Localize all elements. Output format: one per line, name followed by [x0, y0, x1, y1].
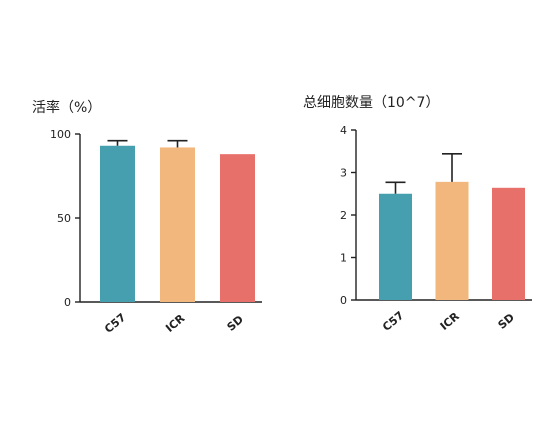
bar-c57: [100, 145, 135, 302]
y-tick-label: 0: [340, 294, 347, 307]
category-label: ICR: [438, 309, 463, 333]
category-label: C57: [380, 309, 406, 334]
category-label: SD: [496, 311, 517, 332]
bar-icr: [435, 181, 469, 300]
category-label: SD: [225, 313, 246, 334]
bar-c57: [379, 193, 412, 300]
category-label: C57: [102, 311, 128, 336]
y-tick-label: 1: [340, 252, 347, 265]
y-tick-label: 100: [50, 128, 71, 141]
chart-total-cell-count: 总细胞数量（10^7） 0 1 2 3 4 C57 ICR SD: [303, 95, 532, 334]
y-tick-label: 0: [64, 296, 71, 309]
y-tick-label: 3: [340, 167, 347, 180]
chart-title: 活率（%）: [32, 99, 101, 116]
chart-survival-rate: 活率（%） 0 50 100 C57 ICR SD: [32, 99, 262, 336]
bar-sd: [220, 154, 255, 302]
bar-sd: [492, 187, 525, 300]
category-label: ICR: [163, 311, 188, 335]
y-tick-label: 4: [340, 124, 347, 137]
y-tick-label: 50: [57, 212, 71, 225]
y-tick-label: 2: [340, 209, 347, 222]
chart-title: 总细胞数量（10^7）: [303, 95, 439, 111]
bar-icr: [160, 147, 195, 302]
